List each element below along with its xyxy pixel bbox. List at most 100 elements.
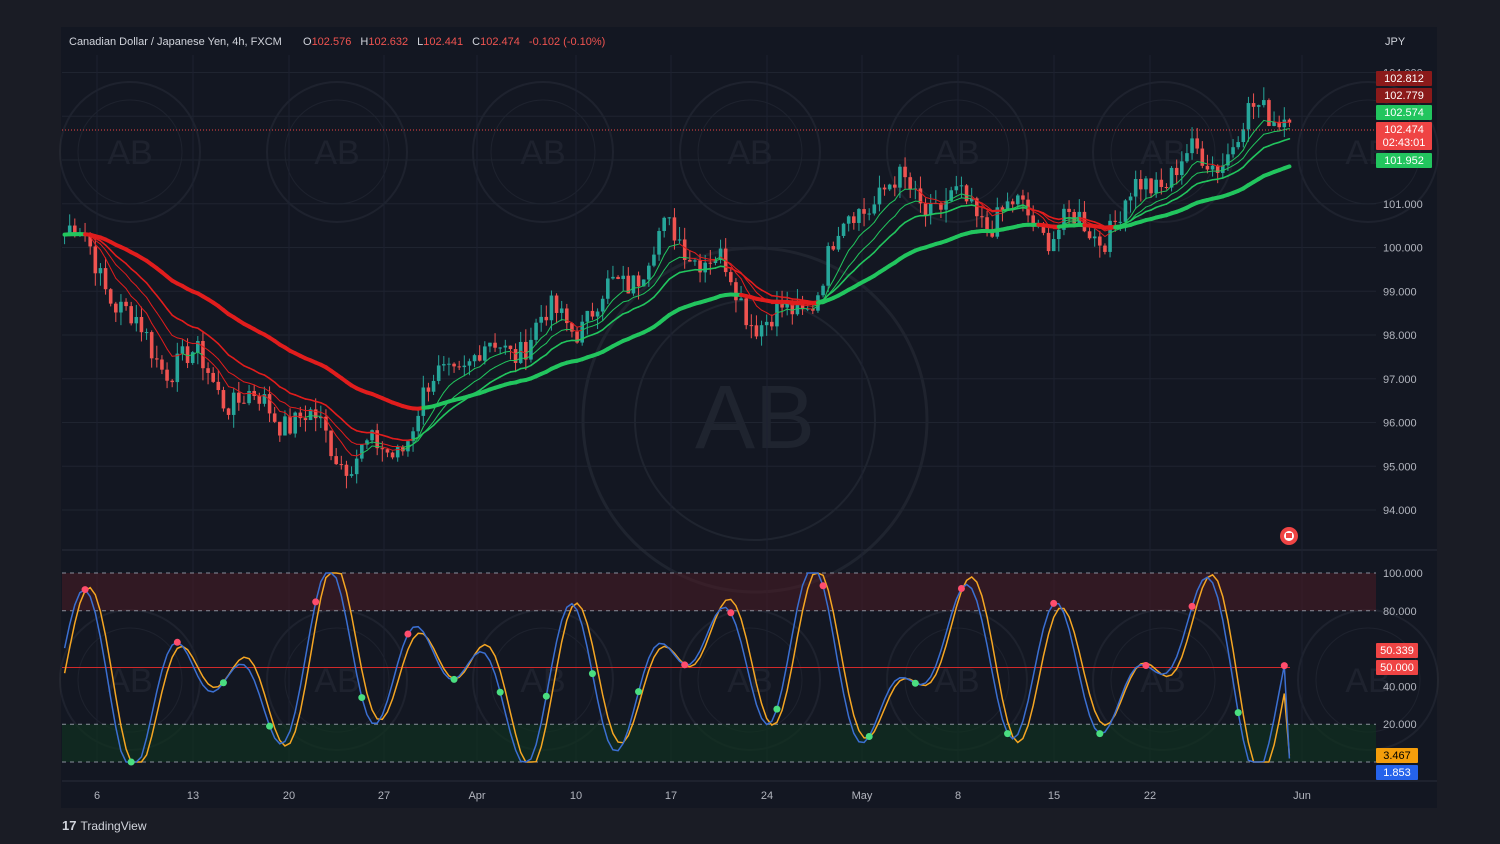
- ma-mid-line: [156, 312, 163, 321]
- alert-icon[interactable]: [1280, 527, 1298, 545]
- candle: [98, 263, 103, 286]
- ma-slow-line: [386, 435, 394, 440]
- ma-mid-line: [1001, 208, 1009, 211]
- ma-fast-line: [889, 199, 896, 205]
- candle: [1215, 164, 1220, 184]
- ma-fast-line: [448, 381, 455, 387]
- ma-fast-line: [1109, 230, 1116, 234]
- ma-mid-line: [812, 304, 819, 307]
- ma-fast-line: [135, 300, 142, 309]
- ma-slow-line: [1032, 209, 1040, 212]
- osc-label-text: 50.339: [1380, 645, 1414, 657]
- ma-mid-line: [1217, 170, 1224, 172]
- ma-mid-line: [1232, 161, 1239, 167]
- ma-mid-line: [735, 268, 742, 274]
- ma-mid-line: [648, 284, 655, 291]
- ma-fast-line: [520, 350, 527, 354]
- candle: [524, 329, 528, 371]
- ma-slow-line: [586, 333, 594, 338]
- candle: [918, 176, 923, 213]
- candle: [770, 314, 774, 331]
- candle: [493, 333, 497, 352]
- ma-mid-line: [207, 349, 214, 355]
- ma-mid-line: [694, 257, 701, 261]
- ma-slow-line: [1242, 160, 1250, 168]
- candle: [934, 190, 938, 205]
- ma-slow-line: [335, 413, 343, 420]
- stoch-cross-marker: [358, 694, 366, 702]
- ma-mid-line: [320, 411, 327, 416]
- ma-mid-line: [1227, 165, 1234, 169]
- ma-slow-line: [976, 205, 983, 208]
- stoch-cross-marker: [819, 582, 827, 590]
- ma-slow-line: [484, 381, 491, 388]
- ma-mid-line: [1073, 218, 1080, 221]
- ma-fast-line: [1253, 125, 1260, 133]
- ma-slow-line: [1227, 172, 1234, 177]
- ma-fast-line: [1073, 219, 1080, 223]
- candle: [211, 367, 215, 383]
- ma-mid-line: [494, 364, 501, 368]
- tradingview-brand[interactable]: 17 TradingView: [62, 818, 147, 833]
- ma-mid-line: [1078, 218, 1085, 222]
- ma-mid-line: [458, 388, 465, 394]
- header-symbol: Canadian Dollar / Japanese Yen, 4h, FXCM: [69, 36, 282, 48]
- ma-fast-line: [1247, 131, 1255, 141]
- ma-fast-line: [945, 198, 952, 203]
- candle: [852, 212, 856, 230]
- ma-slow-line: [924, 213, 932, 217]
- candle: [616, 275, 620, 280]
- ma-slow-line: [453, 402, 460, 408]
- ma-mid-line: [345, 436, 353, 443]
- ma-slow-line: [248, 367, 255, 372]
- ma-slow-line: [1129, 216, 1137, 222]
- ma-mid-line: [371, 441, 378, 444]
- stoch-d-line: [63, 572, 1291, 763]
- ma-mid-line: [1007, 207, 1014, 210]
- candle: [452, 362, 456, 373]
- ma-slow-line: [1006, 208, 1014, 211]
- ma-fast-line: [1140, 197, 1147, 205]
- watermark-badge: AB: [679, 81, 821, 223]
- candle: [590, 302, 595, 320]
- ma-mid-line: [796, 304, 804, 306]
- candle: [1149, 178, 1153, 198]
- candle: [1092, 228, 1097, 247]
- ma-fast-line: [340, 441, 347, 451]
- ma-slow-line: [304, 398, 312, 401]
- ma-mid-line: [263, 387, 271, 393]
- currency-label: JPY: [1385, 36, 1406, 48]
- ma-fast-line: [279, 410, 286, 414]
- ma-fast-line: [566, 319, 573, 324]
- ma-slow-line: [1022, 206, 1029, 210]
- candle: [237, 381, 241, 411]
- ma-fast-line: [1094, 227, 1101, 233]
- candle: [247, 384, 251, 406]
- ma-slow-line: [678, 270, 686, 274]
- ma-slow-line: [555, 342, 563, 348]
- candle: [1144, 176, 1148, 200]
- ma-fast-line: [1212, 163, 1219, 167]
- price-label-text: 101.952: [1384, 155, 1424, 167]
- candle: [339, 455, 344, 470]
- ma-mid-line: [279, 400, 286, 404]
- ma-fast-line: [540, 333, 547, 339]
- ma-slow-line: [407, 438, 414, 442]
- ma-slow-line: [1247, 155, 1255, 163]
- ma-mid-line: [576, 329, 583, 332]
- ma-mid-line: [730, 263, 737, 270]
- ma-fast-line: [591, 318, 599, 322]
- ma-mid-line: [212, 353, 219, 360]
- ma-slow-line: [945, 209, 952, 213]
- ma-slow-line: [494, 376, 501, 381]
- ma-slow-line: [1124, 220, 1132, 224]
- ma-slow-line: [714, 265, 722, 269]
- candle: [1103, 243, 1107, 255]
- ma-slow-line: [422, 428, 430, 434]
- candle: [647, 262, 651, 287]
- ma-mid-line: [889, 215, 896, 222]
- ma-fast-line: [1165, 185, 1173, 192]
- price-tick-label: 94.000: [1383, 505, 1417, 517]
- stoch-cross-marker: [127, 758, 135, 766]
